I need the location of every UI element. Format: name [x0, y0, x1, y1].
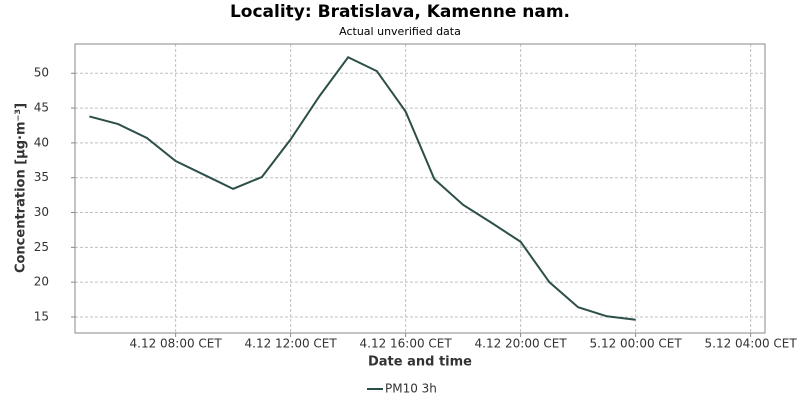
x-tick-label: 5.12 04:00 CET: [705, 337, 798, 351]
plot-frame: [74, 43, 766, 334]
x-tick-label: 5.12 00:00 CET: [590, 337, 683, 351]
data-line: [89, 55, 636, 321]
y-tick-label: 40: [34, 135, 49, 149]
y-tick-label: 50: [34, 66, 49, 80]
y-tick-label: 45: [34, 101, 49, 115]
y-axis-title: Concentration [µg·m⁻³]: [14, 103, 29, 273]
x-axis-title: Date and time: [368, 355, 472, 370]
chart-title: Locality: Bratislava, Kamenne nam.: [230, 2, 570, 22]
y-tick-label: 35: [34, 170, 49, 184]
x-tick-label: 4.12 12:00 CET: [245, 337, 338, 351]
y-tick-label: 20: [34, 275, 49, 289]
x-tick-label: 4.12 20:00 CET: [475, 337, 568, 351]
legend-label: PM10 3h: [385, 382, 437, 396]
x-tick-label: 4.12 08:00 CET: [130, 337, 223, 351]
y-tick-label: 30: [34, 205, 49, 219]
chart-subtitle: Actual unverified data: [339, 25, 461, 38]
y-tick-label: 15: [34, 309, 49, 323]
x-tick-label: 4.12 16:00 CET: [360, 337, 453, 351]
y-tick-label: 25: [34, 240, 49, 254]
